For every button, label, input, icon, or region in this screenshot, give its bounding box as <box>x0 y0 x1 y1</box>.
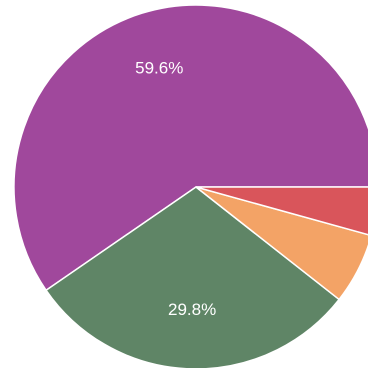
pie-slice-3 <box>195 186 368 301</box>
pie-slices <box>13 4 368 368</box>
pie-slice-1 <box>13 4 368 291</box>
slice-label-2: 29.8% <box>168 300 216 319</box>
pie-labels: 59.6% 29.8% <box>135 58 216 319</box>
pie-slice-4 <box>195 186 368 236</box>
slice-label-1: 59.6% <box>135 58 183 77</box>
pie-slice-2 <box>45 186 340 368</box>
